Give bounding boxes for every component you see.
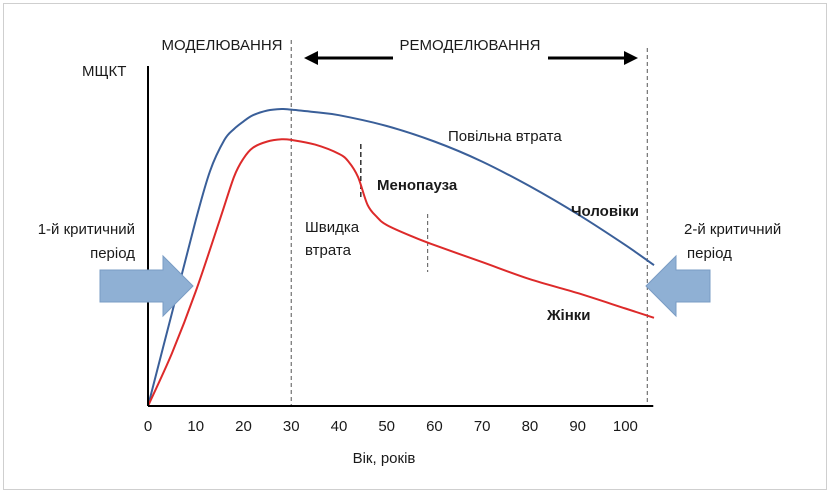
x-tick-label: 60 xyxy=(426,418,443,435)
x-tick-label: 40 xyxy=(331,418,348,435)
series-line-women xyxy=(147,138,655,407)
x-tick-label: 80 xyxy=(522,418,539,435)
x-tick-label: 90 xyxy=(569,418,586,435)
fast-loss-label-line1: Швидка xyxy=(305,219,360,236)
first-critical-period-line1: 1-й критичний xyxy=(38,221,135,238)
first-critical-period-line2: період xyxy=(90,245,135,262)
fast-loss-label-line2: втрата xyxy=(305,242,352,259)
legend-women-label: Жінки xyxy=(546,307,591,324)
x-tick-label: 70 xyxy=(474,418,491,435)
remodeling-span-arrow xyxy=(304,51,638,65)
modeling-phase-label: МОДЕЛЮВАННЯ xyxy=(161,37,282,54)
chart-frame xyxy=(3,3,827,490)
legend-men-label: Чоловіки xyxy=(571,203,639,220)
x-tick-label: 30 xyxy=(283,418,300,435)
second-critical-period-line2: період xyxy=(687,245,732,262)
x-tick-labels: 0 10 20 30 40 50 60 70 80 90 100 xyxy=(144,418,638,435)
second-critical-period-arrow-icon xyxy=(645,254,711,318)
x-tick-label: 20 xyxy=(235,418,252,435)
x-axis-label: Вік, років xyxy=(353,450,416,467)
first-critical-period-arrow-icon xyxy=(99,254,194,318)
x-tick-label: 0 xyxy=(144,418,152,435)
series-line-men xyxy=(147,107,655,407)
x-tick-label: 10 xyxy=(187,418,204,435)
y-axis-label: МЩКТ xyxy=(82,63,126,80)
x-tick-label: 50 xyxy=(378,418,395,435)
x-tick-label: 100 xyxy=(613,418,638,435)
remodeling-phase-label: РЕМОДЕЛЮВАННЯ xyxy=(399,37,540,54)
slow-loss-label: Повільна втрата xyxy=(448,128,562,145)
second-critical-period-line1: 2-й критичний xyxy=(684,221,781,238)
menopause-label: Менопауза xyxy=(377,177,458,194)
